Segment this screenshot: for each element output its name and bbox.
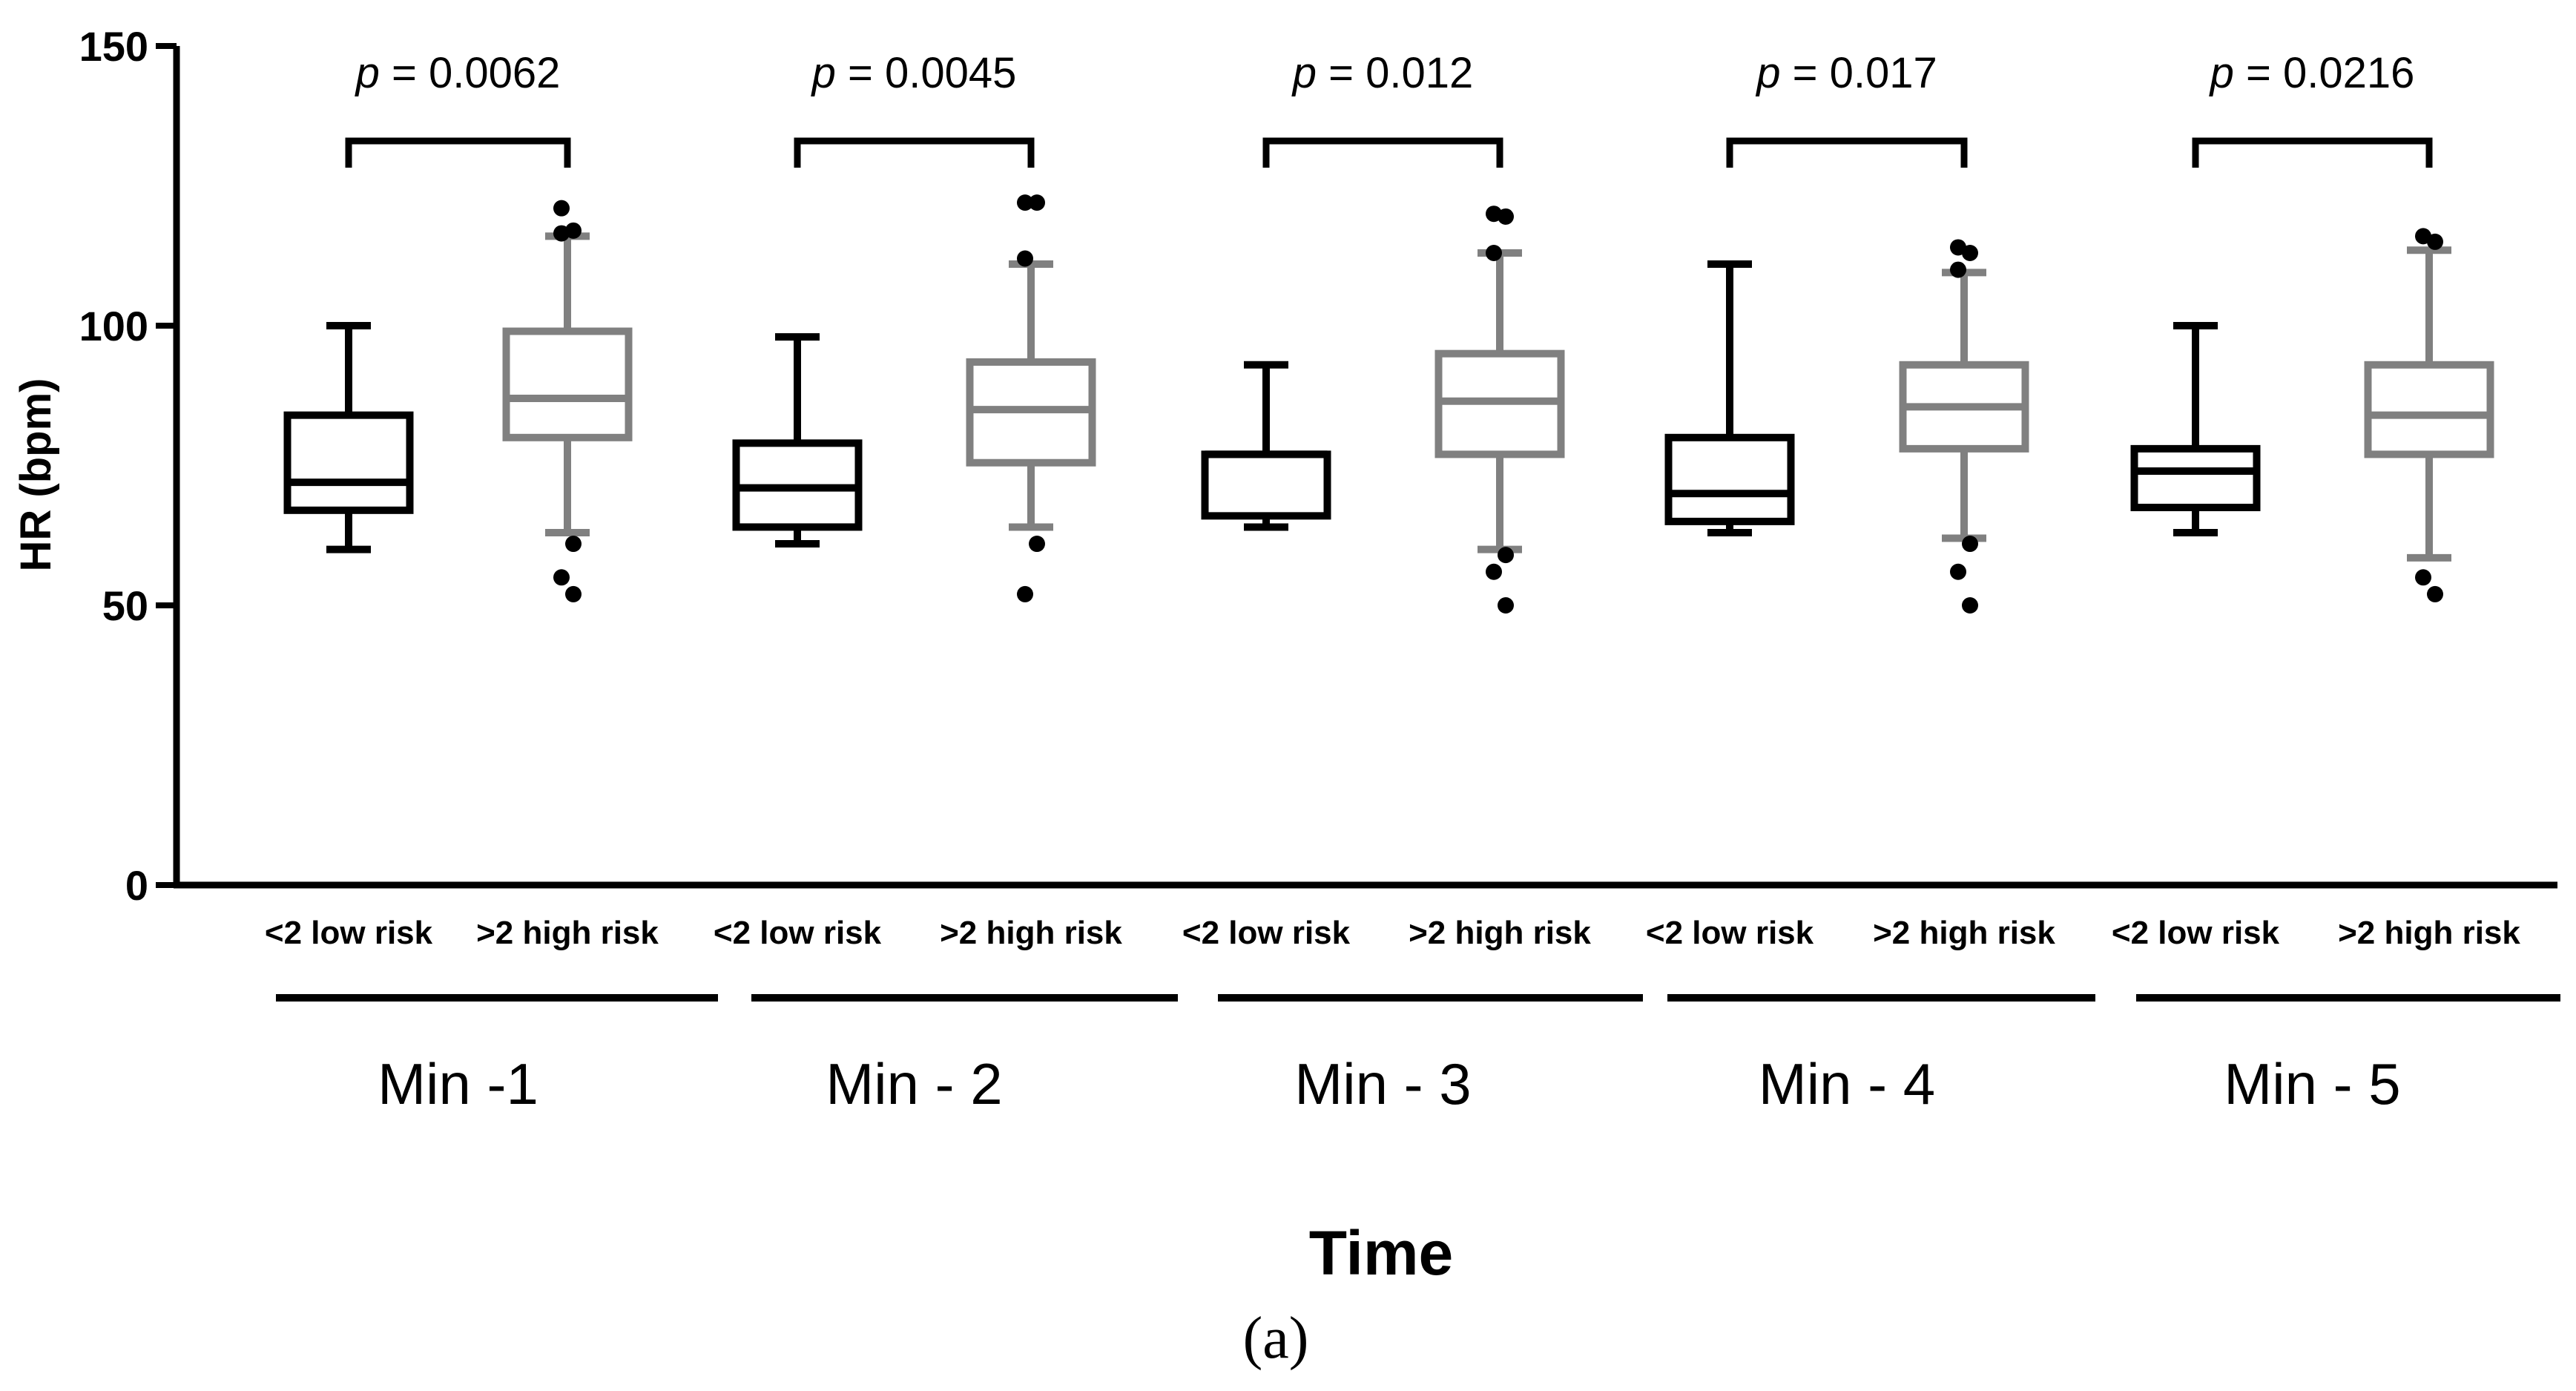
p-value-label: p = 0.0062 — [355, 49, 561, 97]
p-symbol: p — [2209, 49, 2234, 97]
category-label: <2 low risk — [265, 915, 433, 951]
p-value-text: = 0.017 — [1781, 49, 1937, 97]
group-label: Min - 4 — [1759, 1051, 1935, 1117]
category-label: <2 low risk — [2112, 915, 2280, 951]
group-label: Min - 5 — [2224, 1051, 2400, 1117]
p-value-label: p = 0.0216 — [2209, 49, 2415, 97]
p-value-text: = 0.0216 — [2234, 49, 2415, 97]
outlier-point — [553, 569, 570, 586]
outlier-point — [1498, 547, 1514, 564]
group-label: Min - 2 — [826, 1051, 1002, 1117]
outlier-point — [1962, 536, 1978, 553]
iqr-box — [2130, 444, 2261, 512]
outlier-point — [1029, 194, 1045, 211]
p-value-text: = 0.012 — [1317, 49, 1473, 97]
category-label: >2 high risk — [476, 915, 659, 951]
box-2-high-risk — [966, 194, 1096, 602]
p-value-label: p = 0.0045 — [811, 49, 1017, 97]
y-tick-label: 0 — [125, 862, 148, 909]
iqr-box — [1664, 433, 1795, 525]
outlier-point — [1029, 536, 1045, 553]
outlier-point — [565, 585, 582, 602]
significance-bracket — [794, 137, 1035, 168]
significance-bracket — [2192, 137, 2433, 168]
outlier-point — [2415, 569, 2431, 586]
y-tick-label: 100 — [79, 303, 148, 349]
outlier-point — [565, 536, 582, 553]
outlier-point — [1486, 563, 1502, 580]
outlier-point — [553, 200, 570, 217]
p-value-text: = 0.0062 — [380, 49, 561, 97]
chart-labels: <2 low risk >2 high risk p = 0.0062 Min -1 <… — [265, 49, 2521, 1117]
iqr-box — [1201, 450, 1331, 520]
category-label: >2 high risk — [1409, 915, 1591, 951]
category-label: >2 high risk — [2338, 915, 2520, 951]
y-axis-label: HR (bpm) — [12, 378, 60, 572]
y-tick-label: 150 — [79, 23, 148, 70]
p-value-label: p = 0.017 — [1755, 49, 1937, 97]
outlier-point — [1017, 585, 1033, 602]
p-value-text: = 0.0045 — [836, 49, 1017, 97]
significance-bracket — [1262, 137, 1503, 168]
outlier-point — [1962, 597, 1978, 614]
group-label: Min - 3 — [1294, 1051, 1471, 1117]
outlier-point — [1950, 563, 1966, 580]
box-4-high-risk — [1899, 239, 2029, 614]
significance-bracket — [1726, 137, 1968, 168]
group-label: Min -1 — [378, 1051, 538, 1117]
outlier-point — [1486, 244, 1502, 261]
iqr-box — [2364, 361, 2494, 458]
outlier-point — [1017, 194, 1033, 211]
outlier-point — [1498, 208, 1514, 225]
significance-bracket — [345, 137, 571, 168]
box-1-low-risk — [283, 322, 414, 553]
chart-marks — [276, 137, 2560, 1002]
box-5-low-risk — [2130, 322, 2261, 536]
panel-label: (a) — [1243, 1306, 1309, 1371]
outlier-point — [1962, 244, 1978, 261]
box-4-low-risk — [1664, 260, 1795, 536]
outlier-point — [1017, 250, 1033, 267]
outlier-point — [553, 225, 570, 242]
box-1-high-risk — [502, 200, 633, 602]
box-3-high-risk — [1434, 205, 1565, 614]
box-5-high-risk — [2364, 228, 2494, 602]
axes: 0 50 100 150 — [79, 23, 2557, 909]
category-label: <2 low risk — [1646, 915, 1814, 951]
y-tick-label: 50 — [102, 582, 148, 629]
iqr-box — [502, 327, 633, 441]
category-label: >2 high risk — [940, 915, 1122, 951]
p-symbol: p — [811, 49, 836, 97]
category-label: <2 low risk — [1182, 915, 1351, 951]
x-axis-label: Time — [1309, 1218, 1454, 1288]
outlier-point — [2427, 233, 2443, 250]
p-symbol: p — [1755, 49, 1780, 97]
iqr-box — [283, 411, 414, 514]
box-2-low-risk — [732, 333, 863, 548]
box-3-low-risk — [1201, 361, 1331, 531]
p-symbol: p — [355, 49, 380, 97]
p-symbol: p — [1291, 49, 1317, 97]
outlier-point — [1950, 261, 1966, 278]
outlier-point — [1498, 597, 1514, 614]
category-label: <2 low risk — [714, 915, 882, 951]
outlier-point — [2427, 585, 2443, 602]
category-label: >2 high risk — [1873, 915, 2055, 951]
p-value-label: p = 0.012 — [1291, 49, 1474, 97]
